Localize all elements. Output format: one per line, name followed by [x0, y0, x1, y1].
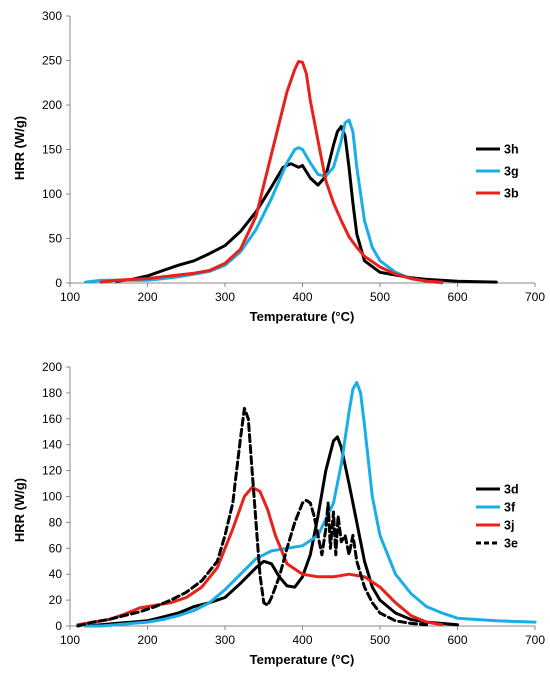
- x-tick-label: 200: [137, 633, 157, 647]
- x-tick-label: 600: [447, 633, 467, 647]
- series-line-3b: [99, 59, 444, 284]
- y-tick-label: 160: [42, 412, 62, 426]
- y-tick-label: 120: [42, 464, 62, 478]
- x-tick-label: 100: [60, 633, 80, 647]
- legend-label-3h: 3h: [504, 143, 519, 157]
- series-line-3e: [76, 406, 428, 628]
- x-tick-label: 700: [525, 290, 545, 304]
- legend-label-3j: 3j: [504, 519, 514, 533]
- y-tick-label: 0: [55, 276, 62, 290]
- y-tick-label: 200: [42, 98, 62, 112]
- y-tick-label: 80: [49, 515, 63, 529]
- x-tick-label: 400: [292, 633, 312, 647]
- y-tick-label: 100: [42, 187, 62, 201]
- legend-label-3b: 3b: [504, 187, 519, 201]
- legend-label-3f: 3f: [504, 501, 516, 515]
- y-tick-label: 20: [49, 593, 63, 607]
- y-tick-label: 50: [49, 232, 63, 246]
- y-tick-label: 40: [49, 567, 63, 581]
- chart-bottom: 0 20 40 60 80 100 120 140 160 180 200 100 200 300 400 5…: [12, 360, 545, 667]
- x-tick-label: 400: [292, 290, 312, 304]
- y-tick-label: 300: [42, 9, 62, 23]
- y-tick-label: 140: [42, 438, 62, 452]
- y-tick-label: 60: [49, 541, 63, 555]
- legend: 3d 3f 3j 3e: [476, 483, 519, 551]
- x-axis-title: Temperature (°C): [250, 652, 355, 667]
- x-tick-label: 300: [215, 290, 235, 304]
- y-tick-label: 0: [55, 619, 62, 633]
- x-tick-label: 100: [60, 290, 80, 304]
- y-tick-label: 180: [42, 386, 62, 400]
- legend-label-3e: 3e: [504, 537, 518, 551]
- legend-label-3d: 3d: [504, 483, 519, 497]
- x-tick-label: 500: [370, 633, 390, 647]
- y-tick-label: 100: [42, 490, 62, 504]
- y-tick-label: 250: [42, 54, 62, 68]
- y-tick-label: 150: [42, 143, 62, 157]
- x-tick-label: 700: [525, 633, 545, 647]
- x-tick-label: 200: [137, 290, 157, 304]
- y-tick-label: 200: [42, 360, 62, 374]
- x-axis-title: Temperature (°C): [250, 309, 355, 324]
- legend: 3h 3g 3b: [476, 143, 519, 201]
- series-line-3g: [84, 118, 444, 285]
- series-line-3j: [76, 485, 444, 627]
- x-tick-label: 300: [215, 633, 235, 647]
- x-tick-label: 600: [447, 290, 467, 304]
- legend-label-3g: 3g: [504, 165, 519, 179]
- y-axis-title: HRR (W/g): [12, 116, 27, 180]
- y-axis-title: HRR (W/g): [12, 478, 27, 542]
- series-line-3h: [115, 124, 498, 284]
- x-tick-label: 500: [370, 290, 390, 304]
